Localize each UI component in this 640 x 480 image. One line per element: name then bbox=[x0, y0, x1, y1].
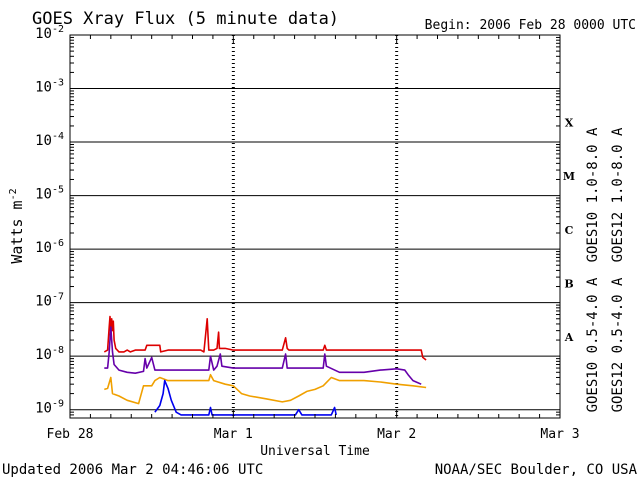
legend-entry: GOES12 1.0-8.0 A bbox=[610, 127, 626, 262]
flare-class-label: B bbox=[564, 277, 573, 290]
x-tick-label: Mar 2 bbox=[377, 427, 416, 442]
flare-class-label: M bbox=[563, 170, 575, 183]
legend-entry: GOES10 1.0-8.0 A bbox=[585, 127, 601, 262]
y-tick-exponent: -5 bbox=[52, 185, 64, 196]
y-tick-base: 10 bbox=[35, 401, 52, 417]
x-axis-ticks: Feb 28 Mar 1 Mar 2 Mar 3 bbox=[47, 35, 580, 442]
y-axis-label-exponent: -2 bbox=[8, 188, 19, 200]
series-line bbox=[154, 379, 337, 416]
y-tick-base: 10 bbox=[35, 240, 52, 256]
y-tick-label: 10-7 bbox=[35, 292, 64, 310]
x-tick-label: Feb 28 bbox=[47, 427, 94, 442]
legend-entry: GOES12 0.5-4.0 A bbox=[610, 277, 626, 412]
y-tick-exponent: -7 bbox=[52, 292, 64, 303]
y-tick-label: 10-8 bbox=[35, 345, 64, 363]
y-tick-base: 10 bbox=[35, 294, 52, 310]
chart-title: GOES Xray Flux (5 minute data) bbox=[32, 9, 339, 29]
y-tick-exponent: -9 bbox=[52, 399, 64, 410]
y-axis-label-base: Watts m bbox=[8, 200, 26, 263]
begin-label: Begin: 2006 Feb 28 0000 UTC bbox=[425, 18, 636, 33]
y-tick-exponent: -8 bbox=[52, 345, 64, 356]
y-axis-ticks: 10-210-310-410-510-610-710-810-9 bbox=[35, 24, 560, 419]
y-tick-exponent: -3 bbox=[52, 78, 64, 89]
y-tick-label: 10-2 bbox=[35, 24, 64, 42]
y-tick-exponent: -6 bbox=[52, 238, 64, 249]
x-axis-label: Universal Time bbox=[260, 444, 370, 459]
flare-class-label: X bbox=[565, 117, 574, 130]
y-tick-label: 10-5 bbox=[35, 185, 64, 203]
flare-class-labels: X M C B A bbox=[563, 117, 575, 344]
y-tick-exponent: -2 bbox=[52, 24, 64, 35]
updated-timestamp: Updated 2006 Mar 2 04:46:06 UTC bbox=[2, 462, 263, 478]
x-tick-label: Mar 3 bbox=[540, 427, 579, 442]
y-tick-exponent: -4 bbox=[52, 131, 64, 142]
legend: GOES10 1.0-8.0 A GOES12 1.0-8.0 A GOES10 0… bbox=[585, 127, 626, 412]
y-tick-base: 10 bbox=[35, 187, 52, 203]
y-tick-label: 10-4 bbox=[35, 131, 64, 149]
y-tick-label: 10-9 bbox=[35, 399, 64, 417]
y-tick-base: 10 bbox=[35, 80, 52, 96]
series-line bbox=[103, 315, 427, 361]
y-tick-base: 10 bbox=[35, 133, 52, 149]
series-layer bbox=[103, 315, 427, 416]
y-tick-label: 10-3 bbox=[35, 78, 64, 96]
y-tick-base: 10 bbox=[35, 26, 52, 42]
series-line bbox=[104, 373, 427, 405]
y-axis-label: Watts m-2 bbox=[8, 188, 26, 263]
legend-entry: GOES10 0.5-4.0 A bbox=[585, 277, 601, 412]
y-tick-label: 10-6 bbox=[35, 238, 64, 256]
plot-frame bbox=[69, 34, 561, 419]
flare-class-label: C bbox=[565, 224, 574, 237]
y-tick-base: 10 bbox=[35, 347, 52, 363]
credit-label: NOAA/SEC Boulder, CO USA bbox=[435, 462, 638, 478]
grid bbox=[70, 34, 560, 418]
flare-class-label: A bbox=[564, 331, 574, 344]
x-tick-label: Mar 1 bbox=[214, 427, 253, 442]
series-line bbox=[104, 326, 422, 385]
